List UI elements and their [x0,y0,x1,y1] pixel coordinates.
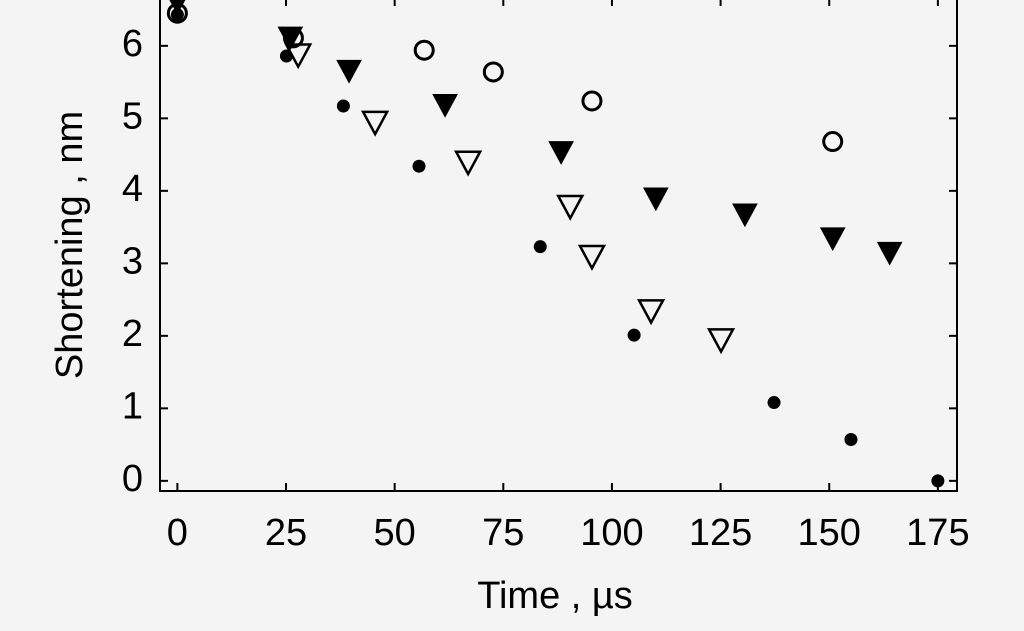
point [636,299,666,326]
point [284,43,313,70]
x-tick-label: 100 [580,512,643,554]
point [413,39,435,61]
point [931,474,945,488]
point [336,59,362,84]
point [732,203,758,228]
point [876,241,903,266]
point [533,240,547,254]
x-tick-label: 0 [167,512,188,554]
point [643,187,669,212]
point [454,150,483,177]
y-tick-label: 6 [122,23,143,65]
x-tick-label: 175 [906,512,969,554]
point [844,433,858,447]
point [482,61,504,83]
x-tick-label: 75 [482,512,524,554]
y-tick-label: 2 [122,313,143,355]
y-tick-label: 5 [122,95,143,137]
point [548,141,574,165]
point [412,159,426,173]
y-axis-label: Shortening , nm [49,111,91,379]
point [581,90,603,112]
y-tick-label: 0 [122,458,143,500]
point [627,328,641,342]
point [432,94,458,118]
point [577,244,607,271]
x-tick-label: 25 [265,512,307,554]
point [277,26,304,51]
point [767,396,781,410]
y-tick-label: 3 [122,240,143,282]
point [336,99,350,113]
x-tick-label: 125 [689,512,752,554]
x-tick-label: 50 [374,512,416,554]
y-tick-label: 1 [122,385,143,427]
y-tick-label: 4 [122,168,143,210]
x-tick-label: 150 [798,512,861,554]
point [822,131,844,153]
point [819,227,846,252]
point [169,0,186,15]
point [556,194,585,221]
point [706,328,736,355]
point [361,110,390,137]
x-axis-label: Time , µs [477,575,633,617]
plot-frame [159,0,958,492]
